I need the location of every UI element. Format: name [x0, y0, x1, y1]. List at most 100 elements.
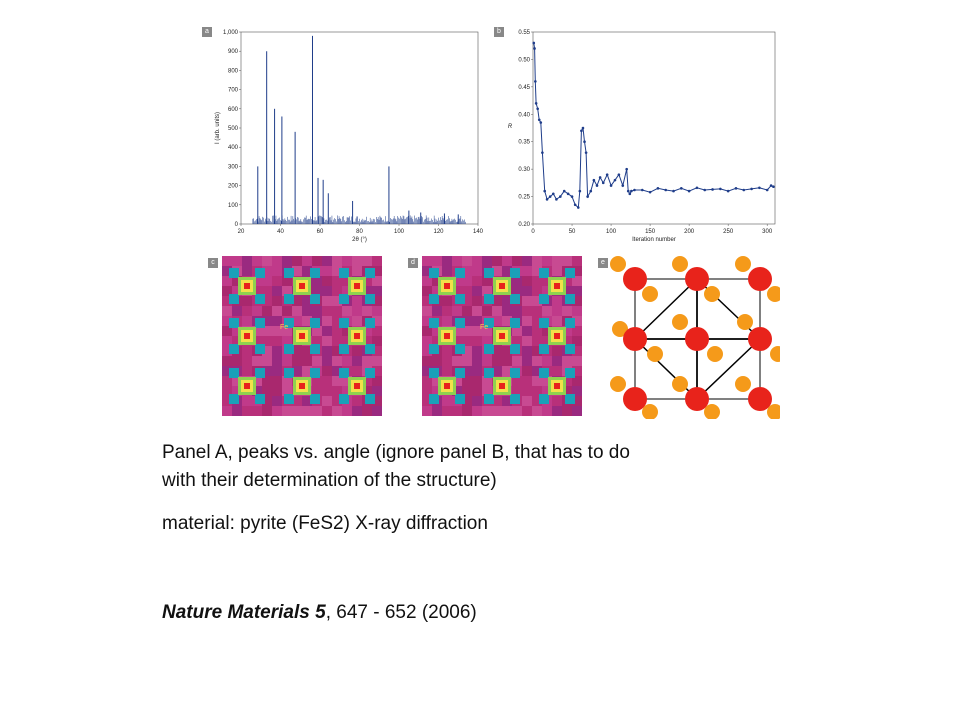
density-cell — [312, 276, 322, 286]
density-cell — [372, 316, 382, 326]
r-point — [719, 187, 722, 191]
density-cell — [232, 256, 242, 266]
density-cell — [332, 356, 342, 366]
density-cell — [502, 296, 512, 306]
density-cell — [222, 296, 232, 306]
citation: Nature Materials 5, 647 - 652 (2006) — [162, 600, 477, 625]
density-cell — [462, 366, 472, 376]
density-low — [429, 318, 439, 328]
density-cell — [452, 386, 462, 396]
density-cell — [542, 306, 552, 316]
r-point — [533, 47, 536, 50]
r-point — [583, 140, 586, 144]
density-cell — [262, 256, 272, 266]
density-low — [455, 368, 465, 378]
density-low — [510, 318, 520, 328]
density-cell — [362, 276, 372, 286]
density-low — [484, 294, 494, 304]
density-cell — [462, 326, 472, 336]
density-cell — [472, 356, 482, 366]
density-peak — [354, 283, 360, 289]
density-cell — [272, 356, 282, 366]
density-cell — [272, 326, 282, 336]
density-cell — [342, 256, 352, 266]
density-cell — [252, 326, 262, 336]
density-cell — [462, 316, 472, 326]
x-tick-label-b: 50 — [569, 229, 576, 235]
density-cell — [512, 406, 522, 416]
density-cell — [252, 356, 262, 366]
fe-atom — [623, 387, 647, 411]
density-cell — [452, 356, 462, 366]
density-low — [455, 318, 465, 328]
density-cell — [372, 286, 382, 296]
density-low — [255, 318, 265, 328]
density-cell — [442, 306, 452, 316]
r-point — [664, 188, 668, 192]
r-point — [648, 190, 652, 194]
r-point — [640, 188, 644, 192]
density-cell — [322, 376, 332, 386]
density-cell — [492, 256, 502, 266]
density-cell — [542, 336, 552, 346]
density-cell — [352, 316, 362, 326]
density-cell — [462, 256, 472, 266]
density-cell — [292, 396, 302, 406]
density-cell — [312, 356, 322, 366]
r-point — [711, 188, 714, 191]
s-atom — [672, 314, 688, 330]
density-peak — [244, 283, 250, 289]
bond-line — [634, 338, 698, 400]
density-cell — [372, 326, 382, 336]
r-point — [656, 187, 660, 190]
density-cell — [302, 256, 312, 266]
density-cell — [472, 346, 482, 356]
density-cell — [562, 386, 572, 396]
density-cell — [252, 256, 262, 266]
density-cell — [272, 286, 282, 296]
r-point — [586, 195, 589, 198]
density-cell — [292, 346, 302, 356]
density-cell — [422, 406, 432, 416]
citation-volume: 5 — [315, 602, 326, 623]
density-cell — [262, 406, 272, 416]
fe-label-d: Fe — [480, 324, 489, 331]
density-cell — [512, 306, 522, 316]
density-cell — [222, 346, 232, 356]
density-cell — [422, 266, 432, 276]
density-cell — [332, 386, 342, 396]
s-atom — [647, 346, 663, 362]
plot-frame-a — [240, 31, 479, 225]
density-cell — [472, 286, 482, 296]
density-low — [284, 268, 294, 278]
density-low — [339, 268, 349, 278]
density-low — [565, 318, 575, 328]
density-low — [255, 344, 265, 354]
density-peak — [554, 383, 560, 389]
density-cell — [532, 326, 542, 336]
density-cell — [502, 406, 512, 416]
density-cell — [572, 386, 582, 396]
density-cell — [262, 316, 272, 326]
density-cell — [362, 286, 372, 296]
density-cell — [502, 316, 512, 326]
density-cell — [332, 266, 342, 276]
density-cell — [552, 296, 562, 306]
density-cell — [372, 356, 382, 366]
density-low — [484, 318, 494, 328]
s-atom — [704, 286, 720, 302]
density-low — [284, 394, 294, 404]
density-cell — [352, 346, 362, 356]
caption-material: material: pyrite (FeS2) X-ray diffractio… — [162, 513, 488, 534]
density-cell — [472, 296, 482, 306]
density-peak — [299, 283, 305, 289]
y-tick-label-a: 900 — [228, 49, 239, 55]
density-low — [255, 294, 265, 304]
s-atom — [642, 404, 658, 419]
r-point — [562, 189, 566, 193]
y-axis-label-b: R — [508, 124, 513, 130]
density-cell — [302, 396, 312, 406]
density-cell — [532, 376, 542, 386]
density-cell — [532, 306, 542, 316]
fe-atom — [748, 267, 772, 291]
